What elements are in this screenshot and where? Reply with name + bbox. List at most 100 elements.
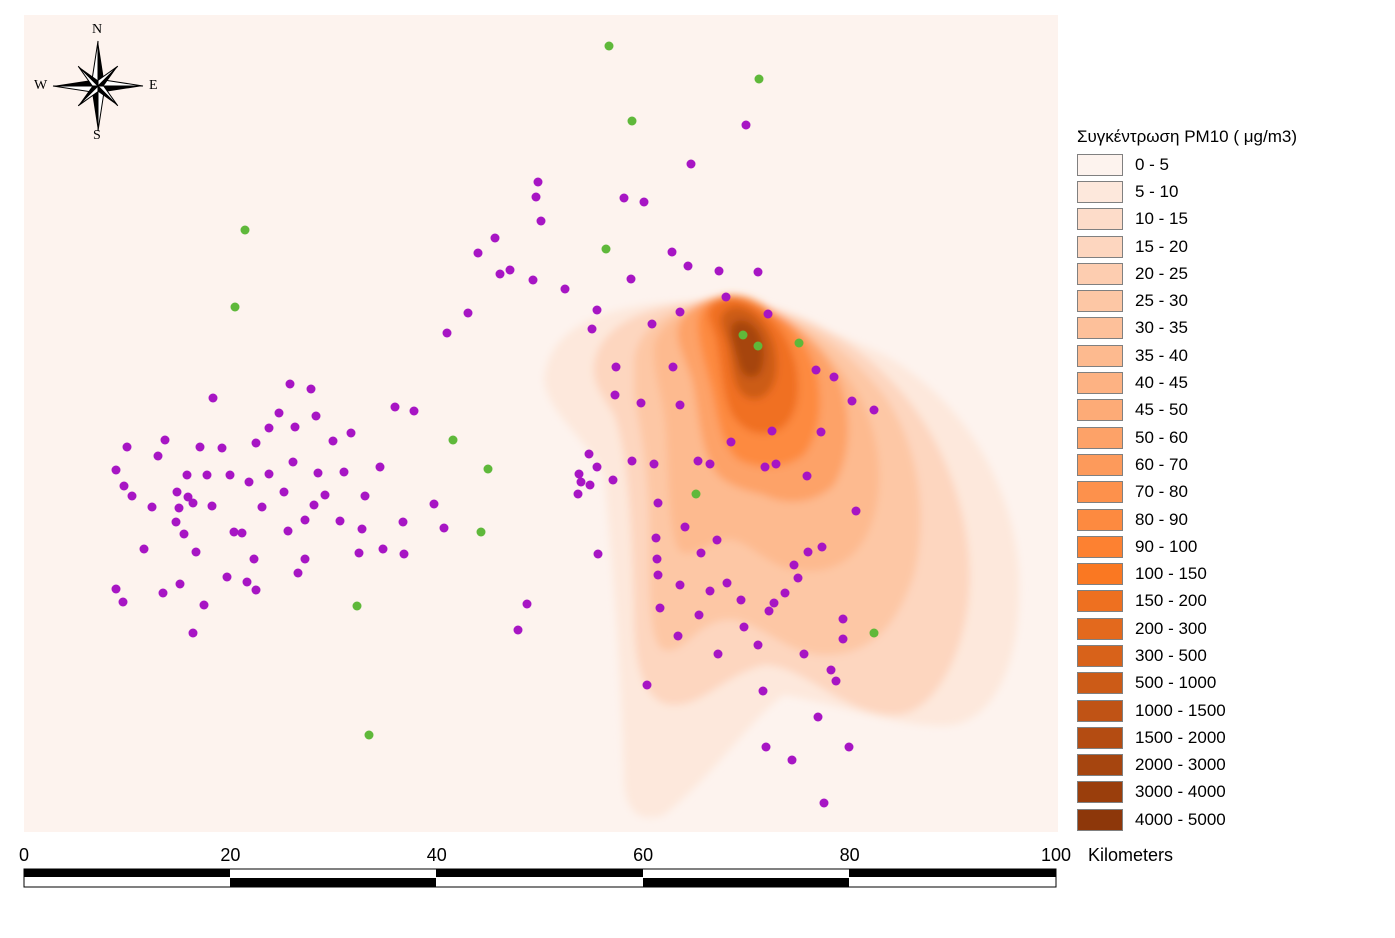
purple-station-point bbox=[439, 523, 449, 533]
purple-station-point bbox=[642, 680, 652, 690]
purple-station-point bbox=[787, 755, 797, 765]
purple-station-point bbox=[357, 524, 367, 534]
legend-label: 80 - 90 bbox=[1135, 509, 1188, 529]
legend-row: 1000 - 1500 bbox=[1077, 697, 1377, 724]
purple-station-point bbox=[188, 498, 198, 508]
purple-station-point bbox=[320, 490, 330, 500]
green-station-point bbox=[753, 341, 763, 351]
purple-station-point bbox=[838, 634, 848, 644]
legend-swatch bbox=[1077, 617, 1123, 640]
purple-station-point bbox=[652, 554, 662, 564]
purple-station-point bbox=[237, 528, 247, 538]
purple-station-point bbox=[587, 324, 597, 334]
legend-swatch bbox=[1077, 290, 1123, 313]
purple-station-point bbox=[803, 547, 813, 557]
purple-station-point bbox=[122, 442, 132, 452]
purple-station-point bbox=[675, 580, 685, 590]
scale-tick-label: 60 bbox=[633, 845, 654, 865]
purple-station-point bbox=[585, 480, 595, 490]
legend-row: 200 - 300 bbox=[1077, 615, 1377, 642]
purple-station-point bbox=[229, 527, 239, 537]
green-station-point bbox=[364, 730, 374, 740]
compass-rose: N S E W bbox=[30, 20, 170, 150]
purple-station-point bbox=[611, 362, 621, 372]
purple-station-point bbox=[328, 436, 338, 446]
purple-station-point bbox=[160, 435, 170, 445]
legend-swatch bbox=[1077, 235, 1123, 258]
purple-station-point bbox=[610, 390, 620, 400]
scale-bar: 0 20 40 60 80 100 Kilometers bbox=[0, 840, 1395, 900]
purple-station-point bbox=[264, 423, 274, 433]
purple-station-point bbox=[390, 402, 400, 412]
legend-row: 70 - 80 bbox=[1077, 479, 1377, 506]
legend-swatch bbox=[1077, 426, 1123, 449]
purple-station-point bbox=[726, 437, 736, 447]
purple-station-point bbox=[560, 284, 570, 294]
legend-label: 1000 - 1500 bbox=[1135, 700, 1226, 720]
purple-station-point bbox=[285, 379, 295, 389]
legend-row: 20 - 25 bbox=[1077, 260, 1377, 287]
purple-station-point bbox=[739, 622, 749, 632]
purple-station-point bbox=[653, 498, 663, 508]
purple-station-point bbox=[293, 568, 303, 578]
legend-swatch bbox=[1077, 399, 1123, 422]
purple-station-point bbox=[309, 500, 319, 510]
purple-station-point bbox=[722, 578, 732, 588]
scale-tick-label: 100 bbox=[1040, 845, 1072, 865]
purple-station-point bbox=[202, 470, 212, 480]
purple-station-point bbox=[584, 449, 594, 459]
compass-west-label: W bbox=[34, 78, 48, 93]
purple-station-point bbox=[346, 428, 356, 438]
legend-row: 25 - 30 bbox=[1077, 287, 1377, 314]
green-station-point bbox=[240, 225, 250, 235]
legend-label: 60 - 70 bbox=[1135, 454, 1188, 474]
purple-station-point bbox=[313, 468, 323, 478]
purple-station-point bbox=[793, 573, 803, 583]
purple-station-point bbox=[172, 487, 182, 497]
purple-station-point bbox=[789, 560, 799, 570]
legend-label: 3000 - 4000 bbox=[1135, 782, 1226, 802]
purple-station-point bbox=[251, 585, 261, 595]
legend-row: 4000 - 5000 bbox=[1077, 806, 1377, 833]
scale-unit-label: Kilometers bbox=[1088, 845, 1174, 865]
purple-station-point bbox=[758, 686, 768, 696]
purple-station-point bbox=[675, 400, 685, 410]
green-station-point bbox=[601, 244, 611, 254]
legend-label: 300 - 500 bbox=[1135, 645, 1207, 665]
pm10-concentration-map bbox=[24, 15, 1058, 832]
purple-station-point bbox=[442, 328, 452, 338]
legend-label: 5 - 10 bbox=[1135, 181, 1179, 201]
purple-station-point bbox=[339, 467, 349, 477]
purple-station-point bbox=[761, 742, 771, 752]
purple-station-point bbox=[251, 438, 261, 448]
purple-station-point bbox=[771, 459, 781, 469]
legend-label: 150 - 200 bbox=[1135, 591, 1207, 611]
purple-station-point bbox=[651, 533, 661, 543]
purple-station-point bbox=[335, 516, 345, 526]
purple-station-point bbox=[522, 599, 532, 609]
legend-row: 3000 - 4000 bbox=[1077, 779, 1377, 806]
purple-station-point bbox=[694, 610, 704, 620]
green-station-point bbox=[604, 41, 614, 51]
purple-station-point bbox=[533, 177, 543, 187]
purple-station-point bbox=[573, 489, 583, 499]
legend-swatch bbox=[1077, 590, 1123, 613]
purple-station-point bbox=[182, 470, 192, 480]
purple-station-point bbox=[354, 548, 364, 558]
purple-station-point bbox=[199, 600, 209, 610]
legend-row: 40 - 45 bbox=[1077, 369, 1377, 396]
purple-station-point bbox=[813, 712, 823, 722]
legend-label: 4000 - 5000 bbox=[1135, 809, 1226, 829]
purple-station-point bbox=[195, 442, 205, 452]
purple-station-point bbox=[627, 456, 637, 466]
purple-station-point bbox=[721, 292, 731, 302]
legend-row: 60 - 70 bbox=[1077, 451, 1377, 478]
legend-row: 50 - 60 bbox=[1077, 424, 1377, 451]
legend-swatch bbox=[1077, 153, 1123, 176]
legend-swatch bbox=[1077, 563, 1123, 586]
purple-station-point bbox=[360, 491, 370, 501]
purple-station-point bbox=[619, 193, 629, 203]
purple-station-point bbox=[300, 554, 310, 564]
legend-swatch bbox=[1077, 781, 1123, 804]
purple-station-point bbox=[693, 456, 703, 466]
